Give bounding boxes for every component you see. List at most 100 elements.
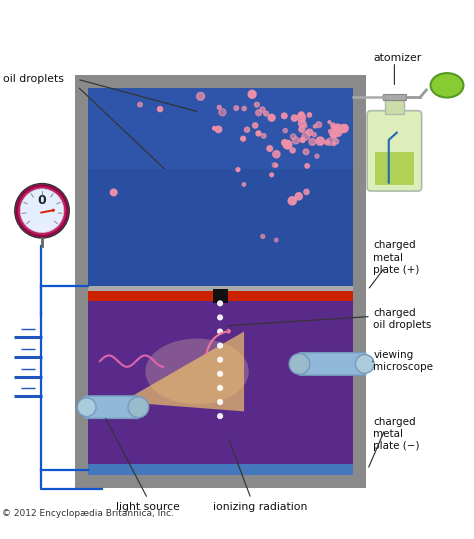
Text: 0: 0	[37, 194, 46, 207]
Bar	[88, 88, 353, 291]
Circle shape	[255, 110, 262, 116]
Circle shape	[292, 137, 299, 144]
Circle shape	[17, 185, 67, 236]
Circle shape	[270, 173, 273, 177]
Circle shape	[15, 183, 69, 238]
Text: charged
oil droplets: charged oil droplets	[373, 308, 432, 330]
Circle shape	[313, 125, 317, 128]
FancyBboxPatch shape	[367, 110, 422, 191]
Circle shape	[325, 140, 330, 145]
Circle shape	[264, 111, 268, 116]
FancyBboxPatch shape	[298, 353, 366, 375]
Circle shape	[128, 397, 149, 418]
Circle shape	[340, 125, 348, 133]
Circle shape	[256, 131, 261, 136]
Polygon shape	[122, 331, 244, 411]
Circle shape	[305, 130, 309, 134]
Circle shape	[340, 125, 347, 132]
Circle shape	[342, 125, 348, 130]
Circle shape	[342, 126, 347, 130]
Circle shape	[218, 414, 222, 418]
Circle shape	[303, 124, 307, 128]
Circle shape	[282, 140, 288, 146]
Circle shape	[316, 122, 321, 128]
Circle shape	[215, 126, 222, 133]
Circle shape	[307, 129, 313, 135]
Circle shape	[307, 113, 311, 117]
Circle shape	[284, 141, 292, 149]
Text: charged
metal
plate (−): charged metal plate (−)	[373, 417, 420, 451]
Bar	[212, 289, 228, 303]
Circle shape	[336, 132, 340, 136]
Circle shape	[261, 234, 265, 238]
Text: ionizing radiation: ionizing radiation	[213, 502, 308, 512]
Circle shape	[260, 107, 265, 112]
Circle shape	[138, 102, 142, 107]
Circle shape	[248, 91, 256, 98]
Circle shape	[356, 355, 374, 374]
Circle shape	[334, 124, 342, 133]
Bar	[374, 152, 414, 185]
Circle shape	[302, 132, 310, 140]
Circle shape	[309, 139, 316, 146]
Circle shape	[328, 121, 331, 123]
Circle shape	[213, 127, 216, 130]
Text: oil droplets: oil droplets	[3, 74, 64, 84]
Circle shape	[300, 137, 305, 142]
Ellipse shape	[430, 73, 464, 98]
Circle shape	[242, 183, 246, 186]
Circle shape	[339, 126, 346, 132]
Circle shape	[298, 112, 304, 118]
Circle shape	[268, 114, 275, 121]
Circle shape	[295, 193, 302, 200]
Circle shape	[331, 123, 335, 128]
Circle shape	[282, 113, 287, 119]
Circle shape	[291, 134, 296, 140]
Circle shape	[262, 134, 266, 138]
Ellipse shape	[146, 338, 249, 404]
Circle shape	[342, 128, 346, 132]
Circle shape	[218, 301, 222, 306]
Circle shape	[218, 357, 222, 362]
Bar	[88, 465, 353, 475]
Circle shape	[218, 371, 222, 376]
Circle shape	[253, 123, 258, 128]
Circle shape	[297, 114, 306, 122]
Circle shape	[267, 146, 273, 151]
Circle shape	[332, 129, 335, 133]
Text: viewing
microscope: viewing microscope	[373, 350, 433, 372]
Bar	[385, 100, 404, 114]
Text: charged
metal
plate (+): charged metal plate (+)	[373, 240, 419, 275]
Circle shape	[334, 139, 338, 144]
Bar	[75, 74, 366, 488]
Circle shape	[316, 137, 324, 145]
Circle shape	[290, 148, 295, 153]
Circle shape	[273, 150, 280, 158]
Bar	[88, 88, 353, 169]
Circle shape	[331, 132, 337, 137]
Circle shape	[332, 142, 336, 146]
Circle shape	[219, 109, 226, 116]
Circle shape	[77, 398, 96, 417]
Circle shape	[299, 127, 304, 132]
Circle shape	[330, 132, 336, 137]
Circle shape	[337, 127, 341, 131]
Bar	[383, 94, 406, 100]
Circle shape	[110, 189, 117, 196]
Circle shape	[255, 102, 259, 107]
Circle shape	[336, 129, 342, 135]
Circle shape	[236, 168, 240, 171]
Bar	[88, 286, 353, 291]
Circle shape	[299, 120, 306, 127]
Circle shape	[197, 92, 205, 100]
Circle shape	[332, 125, 338, 131]
Circle shape	[218, 315, 222, 320]
Circle shape	[305, 164, 310, 168]
Circle shape	[245, 127, 249, 132]
Circle shape	[157, 107, 163, 112]
Circle shape	[283, 140, 292, 149]
Text: atomizer: atomizer	[373, 53, 421, 63]
Circle shape	[218, 399, 222, 404]
Circle shape	[333, 131, 337, 135]
Circle shape	[312, 133, 317, 137]
